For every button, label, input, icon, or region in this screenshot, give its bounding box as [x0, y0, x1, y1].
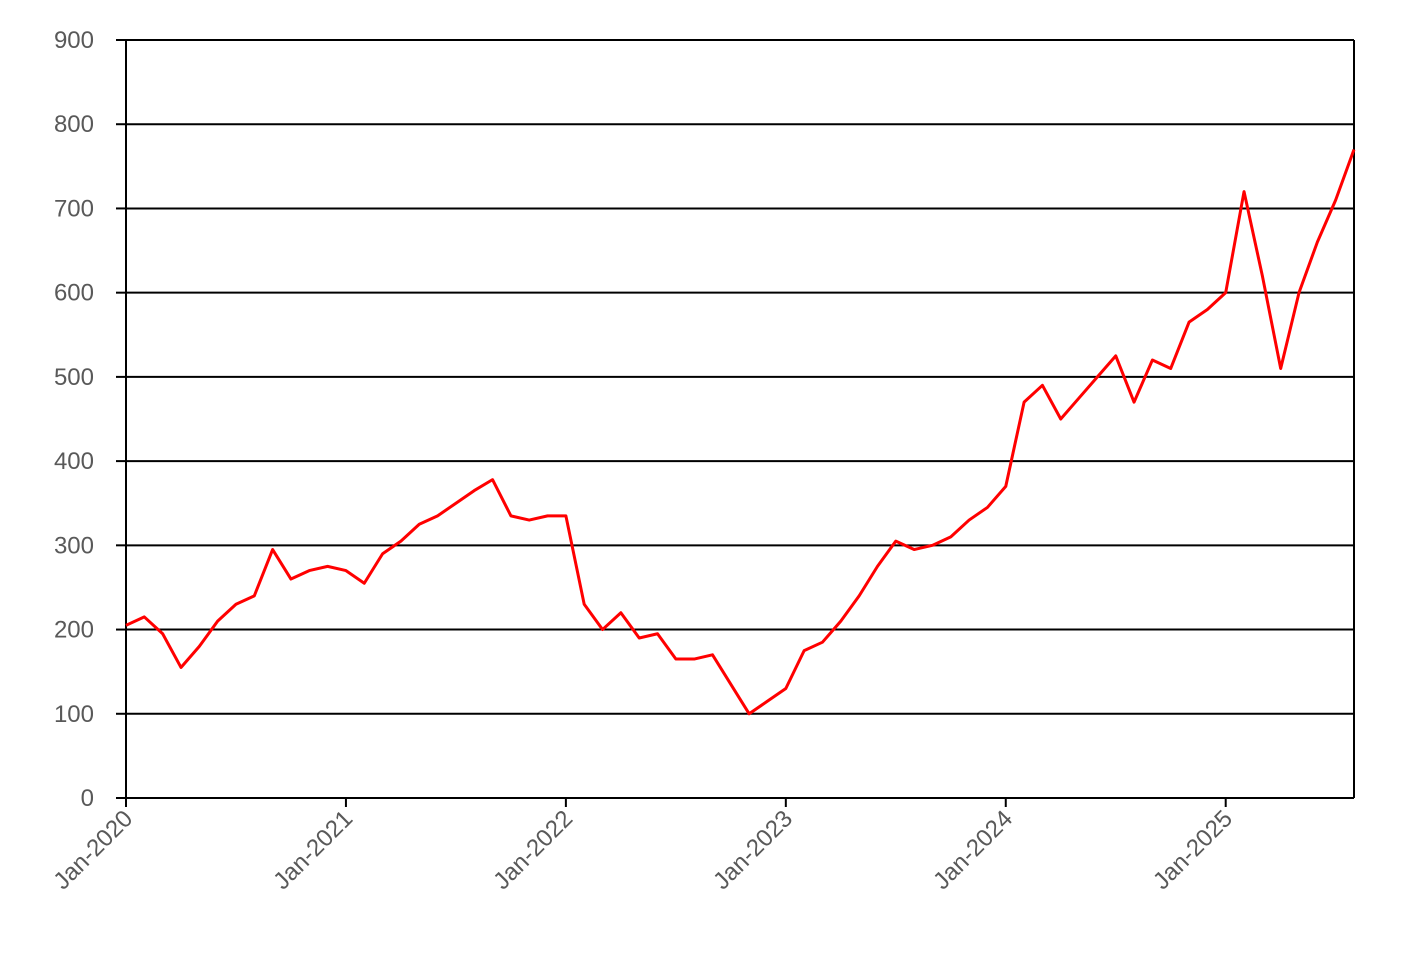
- y-tick-label: 100: [54, 701, 94, 728]
- x-tick-label: Jan-2024: [928, 805, 1018, 895]
- x-tick-label: Jan-2021: [268, 805, 358, 895]
- y-tick-label: 500: [54, 364, 94, 391]
- y-tick-label: 900: [54, 27, 94, 54]
- y-tick-label: 0: [81, 785, 94, 812]
- x-tick-label: Jan-2023: [708, 805, 798, 895]
- y-tick-label: 200: [54, 617, 94, 644]
- x-tick-label: Jan-2020: [48, 805, 138, 895]
- y-tick-label: 300: [54, 532, 94, 559]
- y-tick-label: 400: [54, 448, 94, 475]
- x-tick-label: Jan-2025: [1148, 805, 1238, 895]
- y-tick-label: 700: [54, 195, 94, 222]
- y-tick-label: 600: [54, 280, 94, 307]
- price-line: [125, 148, 1356, 716]
- y-tick-label: 800: [54, 111, 94, 138]
- x-tick-label: Jan-2022: [488, 805, 578, 895]
